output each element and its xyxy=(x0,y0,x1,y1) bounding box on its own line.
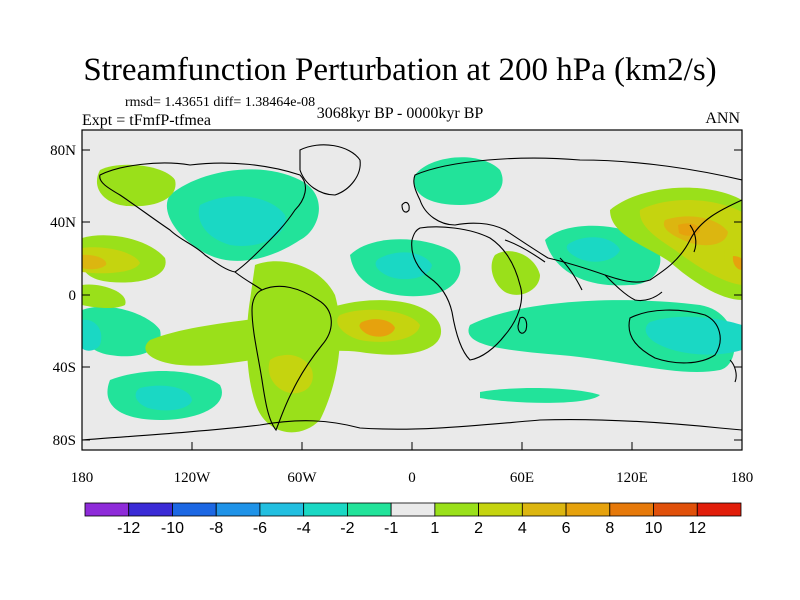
contour-north-america-core xyxy=(198,196,286,246)
lon-label-60w: 60W xyxy=(287,470,317,486)
lon-label-180w: 180 xyxy=(71,470,94,486)
contour-east-edge-core xyxy=(732,256,742,270)
madagascar-outline xyxy=(517,316,528,334)
colorbar-label: 10 xyxy=(645,520,663,537)
eurasia-outline xyxy=(413,157,742,283)
colorbar-label: -1 xyxy=(384,520,398,537)
colorbar-swatch xyxy=(259,502,305,517)
contour-pacific-band-left xyxy=(82,306,161,357)
period-label: 3068kyr BP - 0000kyr BP xyxy=(316,105,484,122)
lat-label-80s: 80S xyxy=(53,433,76,449)
southeast-asia-outline xyxy=(604,274,663,302)
arabia-india-outline xyxy=(504,239,583,291)
colorbar-swatch xyxy=(172,502,217,517)
lon-label-180e: 180 xyxy=(731,470,754,486)
colorbar-label: 1 xyxy=(430,520,439,537)
uk-outline xyxy=(401,201,410,213)
colorbar-swatch xyxy=(696,502,742,517)
south-america-outline xyxy=(251,285,332,432)
contour-arctic-high xyxy=(96,164,176,207)
lat-ticks xyxy=(82,149,742,441)
coastlines xyxy=(82,144,742,441)
africa-outline xyxy=(411,226,523,361)
colorbar-label: -12 xyxy=(117,520,140,537)
australia-outline xyxy=(628,309,721,364)
colorbar-swatch xyxy=(434,502,480,517)
colorbar-swatch xyxy=(609,502,654,517)
colorbar-swatch xyxy=(521,502,567,517)
colorbar-label: 2 xyxy=(474,520,483,537)
lon-label-120e: 120E xyxy=(616,470,648,486)
antarctica-outline xyxy=(82,418,742,441)
colorbar-label: 6 xyxy=(562,520,571,537)
colorbar-swatch xyxy=(303,502,348,517)
lon-label-0: 0 xyxy=(408,470,416,486)
greenland-outline xyxy=(299,144,361,196)
contour-south-pacific-core xyxy=(135,385,192,411)
contour-greenland-low xyxy=(414,157,503,205)
north-america-outline xyxy=(99,162,306,273)
contour-fields xyxy=(82,157,742,433)
colorbar-label: 8 xyxy=(605,520,614,537)
contour-asia-core xyxy=(566,237,620,262)
japan-outline xyxy=(689,224,697,253)
contour-pacific-band-core xyxy=(82,319,102,351)
contour-south-pacific-high xyxy=(82,284,126,309)
colorbar-swatch xyxy=(565,502,611,517)
new-zealand-outline xyxy=(729,359,737,383)
contour-south-atlantic-core xyxy=(359,319,395,337)
colorbar-label: -6 xyxy=(253,520,267,537)
colorbar-label: -10 xyxy=(161,520,184,537)
colorbar-swatch xyxy=(84,502,130,517)
colorbar-label: -4 xyxy=(297,520,311,537)
lon-label-120w: 120W xyxy=(174,470,212,486)
colorbar-swatch xyxy=(215,502,261,517)
contour-south-america-inner xyxy=(268,354,313,394)
colorbar-label: 12 xyxy=(688,520,706,537)
colorbar-label: -8 xyxy=(209,520,223,537)
contour-southern-ocean-strip xyxy=(480,388,600,403)
map-title: Streamfunction Perturbation at 200 hPa (… xyxy=(83,52,717,88)
lon-ticks xyxy=(81,442,743,450)
colorbar-swatch xyxy=(346,502,392,517)
colorbar-swatch xyxy=(128,502,173,517)
contour-australia-core xyxy=(645,316,742,355)
colorbar-label: 4 xyxy=(518,520,527,537)
lon-label-60e: 60E xyxy=(510,470,534,486)
lat-label-80n: 80N xyxy=(50,143,76,159)
colorbar: -12 -10 -8 -6 -4 -2 -1 1 2 4 6 8 10 12 xyxy=(84,502,742,537)
central-america-outline xyxy=(234,271,263,291)
colorbar-label: -2 xyxy=(340,520,354,537)
lat-label-40s: 40S xyxy=(53,360,76,376)
lat-label-40n: 40N xyxy=(50,215,76,231)
lat-label-0: 0 xyxy=(69,288,77,304)
contour-pacific-high-left-core xyxy=(82,254,107,270)
contour-east-edge-high xyxy=(724,249,742,276)
colorbar-swatch xyxy=(653,502,698,517)
season-label: ANN xyxy=(705,110,740,127)
rmsd-diff-stats: rmsd= 1.43651 diff= 1.38464e-08 xyxy=(125,95,316,110)
experiment-label: Expt = tFmfP-tfmea xyxy=(82,112,212,129)
contour-atlantic-core xyxy=(375,252,432,280)
colorbar-swatch xyxy=(390,502,436,517)
colorbar-swatch xyxy=(478,502,523,517)
